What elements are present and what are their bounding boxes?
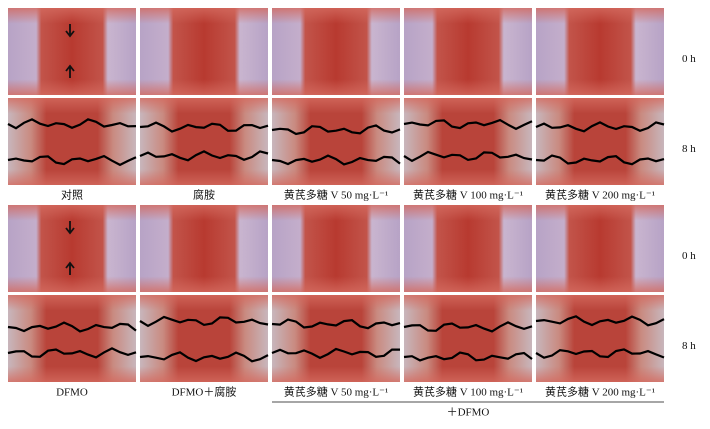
column-label: 黄芪多糖 V 100 mg·L⁻¹ [413, 188, 523, 202]
wound-line [139, 121, 269, 133]
wound-line [271, 154, 401, 166]
micrograph-edge [8, 205, 136, 292]
wound-line [139, 351, 269, 363]
wound-line [535, 121, 665, 133]
micrograph-edge [272, 205, 400, 292]
micrograph-edge [404, 205, 532, 292]
group-label: ＋DFMO [447, 407, 490, 419]
micrograph-edge [536, 205, 664, 292]
row-label: 8 h [682, 340, 696, 352]
micrograph-edge [140, 8, 268, 95]
micrograph-edge [404, 98, 532, 185]
micrograph-edge [272, 8, 400, 95]
column-label: 黄芪多糖 V 50 mg·L⁻¹ [284, 188, 389, 202]
micrograph-edge [140, 295, 268, 382]
wound-line [139, 150, 269, 162]
wound-line [7, 118, 137, 130]
column-label: 腐胺 [193, 188, 215, 202]
arrow [65, 261, 75, 275]
micrograph-edge [272, 98, 400, 185]
wound-line [271, 347, 400, 360]
column-label: 黄芪多糖 V 50 mg·L⁻¹ [284, 385, 389, 399]
arrow [65, 24, 75, 38]
column-label: DFMO＋腐胺 [172, 385, 237, 399]
micrograph-edge [8, 8, 136, 95]
row-label: 0 h [682, 250, 696, 262]
wound-line [7, 321, 137, 333]
row-label: 8 h [682, 143, 696, 155]
micrograph-edge [536, 8, 664, 95]
micrograph-edge [8, 98, 136, 185]
wound-line [7, 347, 137, 359]
wound-line [403, 150, 533, 163]
column-label: DFMO [56, 387, 88, 399]
wound-line [535, 348, 665, 359]
wound-line [403, 351, 533, 362]
micrograph-edge [140, 205, 268, 292]
row-label: 0 h [682, 53, 696, 65]
wound-line [271, 124, 401, 136]
wound-line [535, 154, 665, 166]
wound-line [139, 315, 269, 328]
arrow [65, 64, 75, 78]
wound-line [7, 154, 137, 167]
arrow [65, 221, 75, 235]
column-label: 黄芪多糖 V 200 mg·L⁻¹ [545, 188, 655, 202]
wound-line [403, 118, 533, 131]
micrograph-edge [536, 98, 664, 185]
wound-line [271, 318, 401, 330]
micrograph-edge [272, 295, 400, 382]
wound-line [403, 321, 533, 333]
wound-line [535, 315, 665, 327]
micrograph-edge [140, 98, 268, 185]
column-label: 黄芪多糖 V 100 mg·L⁻¹ [413, 385, 523, 399]
column-label: 对照 [61, 188, 83, 202]
micrograph-edge [404, 295, 532, 382]
micrograph-edge [8, 295, 136, 382]
micrograph-edge [404, 8, 532, 95]
micrograph-edge [536, 295, 664, 382]
column-label: 黄芪多糖 V 200 mg·L⁻¹ [545, 385, 655, 399]
